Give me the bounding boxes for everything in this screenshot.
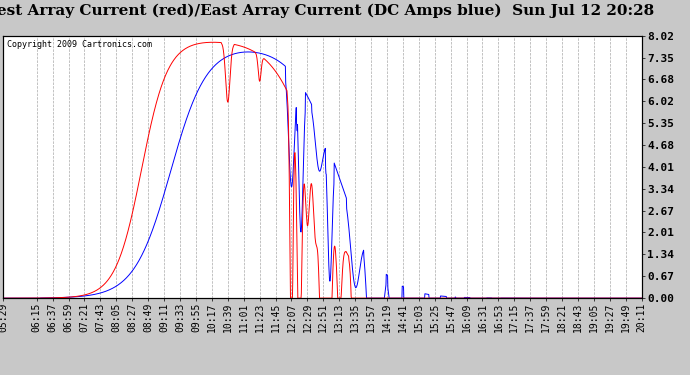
Text: West Array Current (red)/East Array Current (DC Amps blue)  Sun Jul 12 20:28: West Array Current (red)/East Array Curr…: [0, 4, 654, 18]
Text: Copyright 2009 Cartronics.com: Copyright 2009 Cartronics.com: [7, 40, 152, 49]
